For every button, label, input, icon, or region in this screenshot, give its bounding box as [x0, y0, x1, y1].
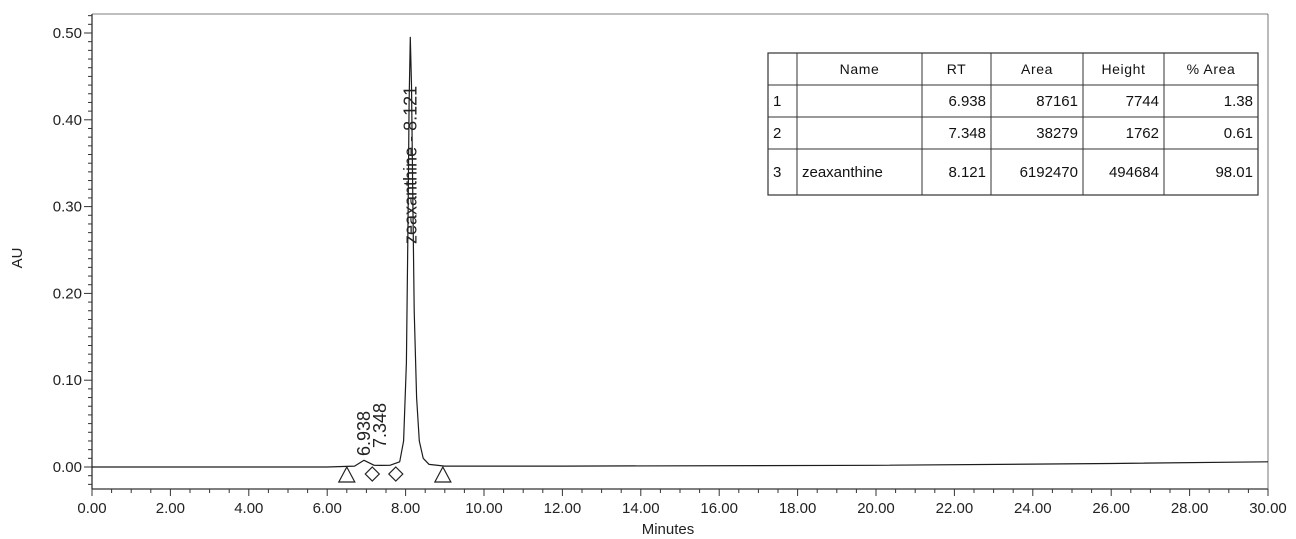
x-tick-label: 4.00: [234, 500, 263, 517]
x-tick-label: 6.00: [313, 500, 342, 517]
x-tick-label: 12.00: [544, 500, 582, 517]
series-line: [92, 36, 1269, 468]
x-axis-title: Minutes: [642, 521, 695, 538]
peak-table-cell: 6.938: [948, 93, 986, 110]
peak-label: 7.348: [370, 403, 390, 448]
x-tick-label: 28.00: [1171, 500, 1209, 517]
peak-table-cell: 1.38: [1224, 93, 1253, 110]
x-tick-label: 30.00: [1249, 500, 1287, 517]
peak-table-cell: 494684: [1109, 164, 1159, 181]
x-tick-label: 18.00: [779, 500, 817, 517]
peak-table-cell: 3: [773, 164, 781, 181]
peak-table-cell: 7744: [1126, 93, 1159, 110]
x-tick-label: 0.00: [77, 500, 106, 517]
x-tick-label: 8.00: [391, 500, 420, 517]
x-tick-label: 10.00: [465, 500, 503, 517]
peak-table-header-cell: RT: [947, 61, 967, 77]
peak-valley-diamond-marker: [387, 466, 404, 482]
peak-label: zeaxanthine - 8.121: [400, 86, 420, 244]
y-axis-title: AU: [9, 248, 26, 269]
peak-table-cell: 98.01: [1215, 164, 1253, 181]
peak-table-cell: 87161: [1036, 93, 1078, 110]
x-tick-label: 16.00: [700, 500, 738, 517]
x-tick-label: 26.00: [1092, 500, 1130, 517]
chromatogram-trace: [92, 36, 1269, 468]
y-tick-label: 0.00: [53, 459, 82, 476]
x-tick-label: 24.00: [1014, 500, 1052, 517]
peak-table-cell: 38279: [1036, 125, 1078, 142]
y-tick-label: 0.50: [53, 25, 82, 42]
x-tick-label: 20.00: [857, 500, 895, 517]
y-axis: 0.00 0.10 0.20 0.30 0.40 0.50: [53, 15, 92, 485]
peak-table-cell: 7.348: [948, 125, 986, 142]
peak-table-header-cell: % Area: [1187, 61, 1236, 77]
x-axis: 0.00 2.00 4.00 6.00 8.00 10.00 12.00 14.00 16.00…: [77, 489, 1287, 517]
x-tick-label: 14.00: [622, 500, 660, 517]
peak-table-header-cell: Height: [1101, 61, 1145, 77]
peak-label: 6.938: [354, 411, 374, 456]
x-tick-label: 22.00: [936, 500, 974, 517]
peak-start-end-triangle-marker: [433, 465, 452, 483]
peak-start-end-triangle-marker: [337, 465, 356, 483]
peak-table-cell: 1762: [1126, 125, 1159, 142]
integration-markers: [337, 465, 452, 483]
peak-valley-diamond-marker: [364, 466, 381, 482]
peak-table-border: [767, 52, 1259, 196]
peak-table-cell: 2: [773, 125, 781, 142]
peak-table: Name RT Area Height % Area 1 6.938 87161 7744 1.3…: [767, 52, 1259, 196]
y-tick-label: 0.20: [53, 285, 82, 302]
peak-table-cell: 6192470: [1020, 164, 1078, 181]
y-tick-label: 0.10: [53, 372, 82, 389]
x-tick-label: 2.00: [156, 500, 185, 517]
y-tick-label: 0.40: [53, 112, 82, 129]
peak-table-cell: 0.61: [1224, 125, 1253, 142]
peak-table-cell: zeaxanthine: [802, 164, 883, 181]
peak-table-cell: 8.121: [948, 164, 986, 181]
peak-table-cell: 1: [773, 93, 781, 110]
peak-table-header-cell: Name: [840, 61, 880, 77]
peak-table-header-cell: Area: [1021, 61, 1053, 77]
y-tick-label: 0.30: [53, 199, 82, 216]
